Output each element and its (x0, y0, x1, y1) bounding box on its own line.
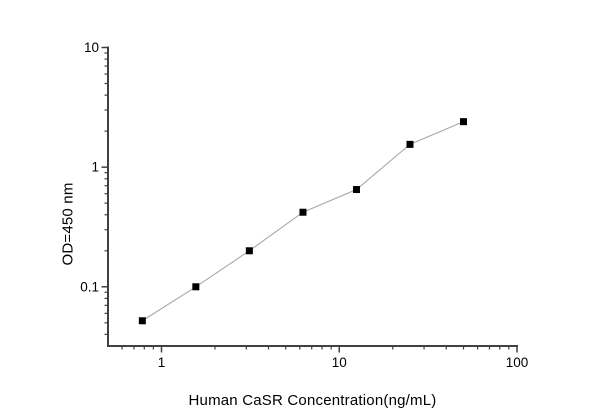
data-point-marker (406, 140, 414, 148)
y-tick-label: 0.1 (80, 279, 99, 294)
data-point-marker (138, 317, 146, 325)
data-point-marker (192, 283, 200, 291)
data-point-marker (459, 118, 467, 126)
data-point-marker (299, 208, 307, 216)
data-point-marker (245, 247, 253, 255)
y-axis-title: OD=450 nm (59, 182, 77, 266)
x-tick-label: 100 (506, 355, 529, 370)
data-point-marker (352, 186, 360, 194)
y-tick-label: 1 (91, 160, 99, 175)
x-tick-label: 1 (158, 355, 166, 370)
x-axis-title: Human CaSR Concentration(ng/mL) (188, 392, 437, 409)
series-line (142, 121, 464, 322)
y-tick-label: 10 (84, 40, 99, 55)
x-tick-label: 10 (332, 355, 347, 370)
